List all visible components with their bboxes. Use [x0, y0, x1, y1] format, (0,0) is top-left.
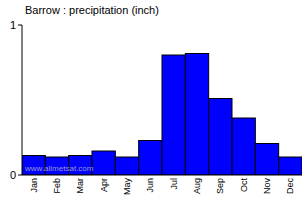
x-tick-label: Apr — [99, 178, 109, 192]
y-tick — [18, 25, 22, 26]
bar — [92, 151, 115, 175]
title: Barrow : precipitation (inch) — [25, 4, 159, 16]
x-tick-label: Sep — [215, 178, 225, 194]
bar — [139, 141, 162, 176]
x-tick-label: Jun — [145, 178, 155, 193]
x-tick-label: May — [122, 178, 132, 196]
x-tick-label: Nov — [262, 178, 272, 195]
x-tick-label: Jan — [29, 178, 39, 193]
chart-svg: Barrow : precipitation (inch) www.allmets… — [0, 0, 306, 200]
bar — [209, 99, 232, 176]
chart-container: Barrow : precipitation (inch) www.allmets… — [0, 0, 306, 200]
bar — [185, 54, 208, 176]
bar — [232, 118, 255, 175]
bar — [115, 157, 138, 175]
y-axis — [22, 25, 23, 175]
y-tick-label: 1 — [10, 19, 16, 31]
x-tick-label: Aug — [192, 178, 202, 194]
x-tick-label: Jul — [169, 178, 179, 190]
x-tick-label: Oct — [239, 178, 249, 193]
x-tick-label: Feb — [52, 178, 62, 194]
bar — [279, 157, 302, 175]
bars — [22, 54, 302, 176]
bar — [162, 55, 185, 175]
y-tick-label: 0 — [10, 169, 16, 181]
watermark: www.allmetsat.com — [24, 164, 94, 173]
y-tick — [18, 175, 22, 176]
bar — [255, 144, 278, 176]
x-axis — [22, 175, 302, 176]
x-tick-label: Mar — [75, 178, 85, 194]
x-tick-label: Dec — [285, 178, 295, 195]
